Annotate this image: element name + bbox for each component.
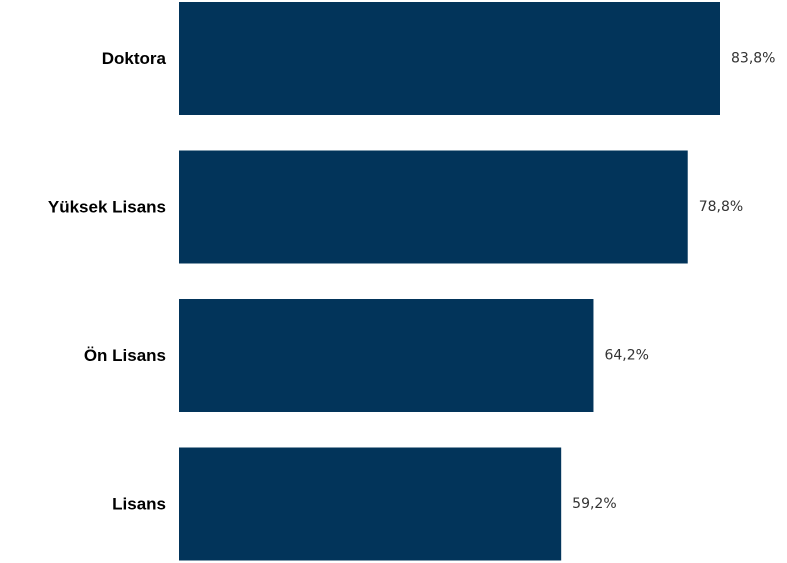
value-labels-layer: 83,8% 78,8% 64,2% 59,2% [572,51,775,513]
category-label-doktora: Doktora [102,49,167,68]
bars-layer [179,2,720,561]
category-label-lisans: Lisans [112,495,166,514]
category-label-yuksek-lisans: Yüksek Lisans [48,198,166,217]
value-label-doktora: 83,8% [731,51,775,67]
category-label-on-lisans: Ön Lisans [84,346,166,365]
value-label-yuksek-lisans: 78,8% [699,199,743,215]
category-labels-layer: Doktora Yüksek Lisans Ön Lisans Lisans [48,49,167,514]
value-label-lisans: 59,2% [572,496,616,512]
bar-on-lisans [179,299,594,412]
bar-yuksek-lisans [179,150,688,264]
value-label-on-lisans: 64,2% [604,348,648,364]
bar-doktora [179,2,720,115]
bar-lisans [179,447,562,561]
